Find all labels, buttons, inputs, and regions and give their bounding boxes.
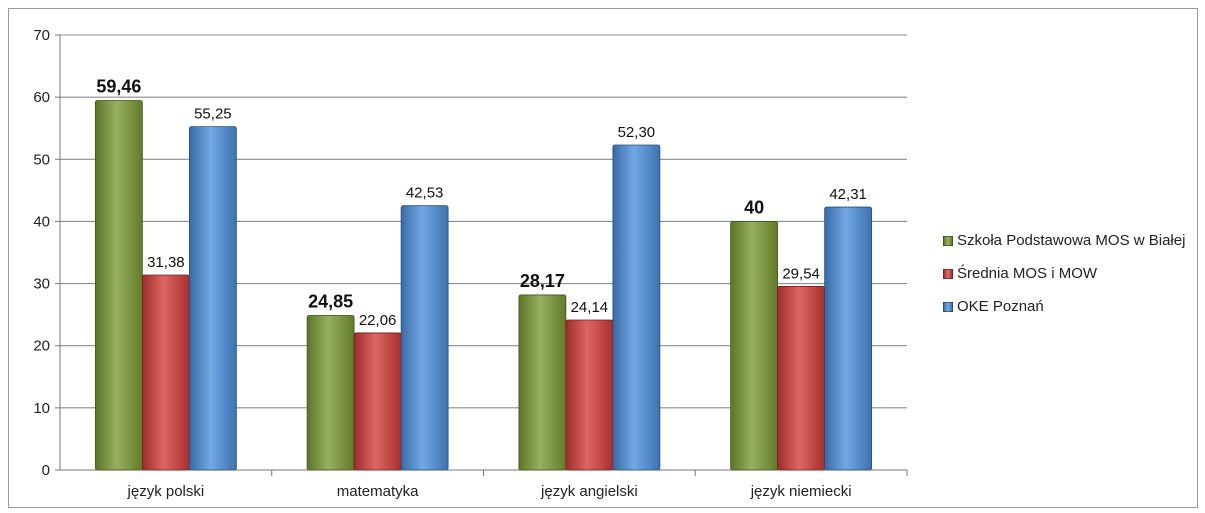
data-label-srednia-mos-i-mow-jezyk-polski: 31,38 [147,254,185,271]
legend-swatch-series-1 [943,235,953,246]
data-label-srednia-mos-i-mow-matematyka: 22,06 [359,312,397,329]
y-tick-label-30: 30 [33,276,50,293]
legend-item-series-3: OKE Poznań [943,290,1185,323]
data-label-szkola-podstawowa-mos-w-bialej-jezyk-polski: 59,46 [96,76,141,96]
y-tick-label-20: 20 [33,338,50,355]
y-tick-label-40: 40 [33,213,50,230]
bar-srednia-mos-i-mow-jezyk-niemiecki [777,286,826,471]
x-tick-label-jezyk-polski: język polski [127,483,205,500]
y-tick-label-70: 70 [33,27,50,44]
bar-oke-poznan-jezyk-polski [188,126,237,471]
legend-label-series-1: Szkoła Podstawowa MOS w Białej [957,232,1186,249]
x-tick-label-jezyk-angielski: język angielski [540,483,638,500]
bar-oke-poznan-matematyka [400,205,449,471]
data-label-oke-poznan-jezyk-angielski: 52,30 [618,124,656,141]
data-label-oke-poznan-jezyk-polski: 55,25 [194,106,232,123]
bar-oke-poznan-jezyk-niemiecki [824,206,873,471]
y-tick-label-0: 0 [42,462,50,479]
data-labels: 59,46 31,38 55,25 24,85 22,06 42,53 28,17 24,14… [96,76,867,328]
bar-szkola-podstawowa-mos-w-bialej-jezyk-niemiecki [730,221,779,471]
legend: Szkoła Podstawowa MOS w Białej Średnia M… [943,224,1185,323]
bar-oke-poznan-jezyk-angielski [612,144,661,471]
bar-szkola-podstawowa-mos-w-bialej-jezyk-polski [94,100,143,471]
legend-swatch-series-3 [943,301,953,312]
y-tick-label-10: 10 [33,400,50,417]
y-tick-label-60: 60 [33,89,50,106]
data-label-oke-poznan-jezyk-niemiecki: 42,31 [829,186,867,203]
data-label-srednia-mos-i-mow-jezyk-angielski: 24,14 [571,299,609,316]
y-tick-label-50: 50 [33,151,50,168]
bar-szkola-podstawowa-mos-w-bialej-matematyka [306,315,355,471]
x-tick-label-matematyka: matematyka [337,483,419,500]
bar-srednia-mos-i-mow-jezyk-polski [141,274,190,471]
legend-label-series-2: Średnia MOS i MOW [957,265,1098,282]
x-tick-label-jezyk-niemiecki: język niemiecki [750,483,852,500]
data-label-oke-poznan-matematyka: 42,53 [406,185,444,202]
data-label-srednia-mos-i-mow-jezyk-niemiecki: 29,54 [782,265,820,282]
legend-swatch-series-2 [943,268,953,279]
data-label-szkola-podstawowa-mos-w-bialej-jezyk-niemiecki: 40 [744,197,764,217]
data-label-szkola-podstawowa-mos-w-bialej-jezyk-angielski: 28,17 [520,271,565,291]
bar-srednia-mos-i-mow-jezyk-angielski [565,319,614,471]
bars [94,100,873,471]
legend-item-series-2: Średnia MOS i MOW [943,257,1185,290]
legend-label-series-3: OKE Poznań [957,298,1044,315]
legend-item-series-1: Szkoła Podstawowa MOS w Białej [943,224,1185,257]
bar-srednia-mos-i-mow-matematyka [353,332,402,471]
bar-szkola-podstawowa-mos-w-bialej-jezyk-angielski [518,294,567,471]
bar-chart: 0 10 20 30 40 50 60 70 język polski matematyka jęz… [33,27,908,500]
data-label-szkola-podstawowa-mos-w-bialej-matematyka: 24,85 [308,292,353,312]
chart-frame: 0 10 20 30 40 50 60 70 język polski matematyka jęz… [8,8,1198,508]
